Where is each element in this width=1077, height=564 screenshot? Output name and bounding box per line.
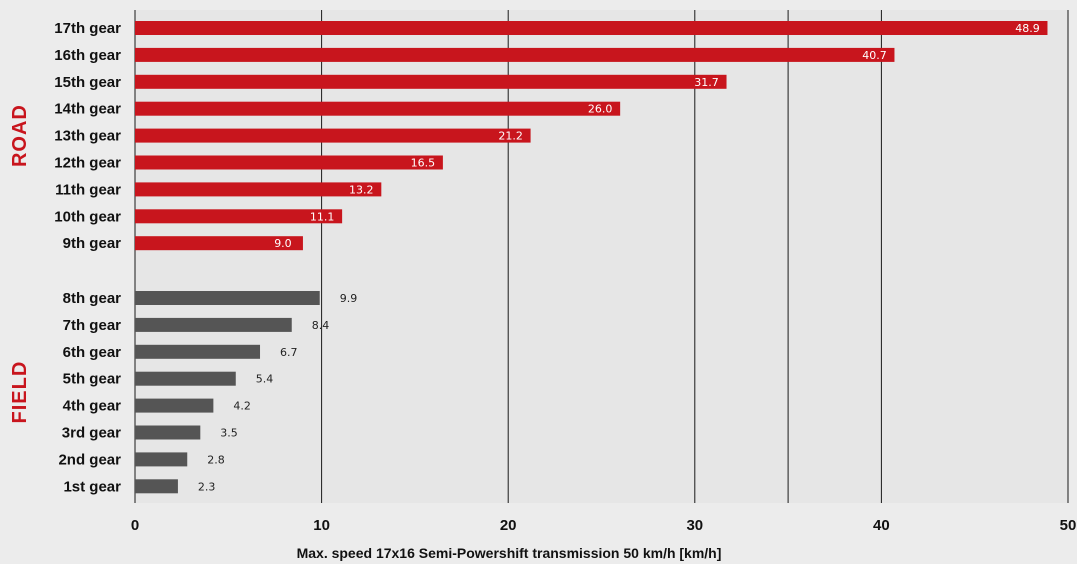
group-label: FIELD [9, 361, 31, 424]
group-label: ROAD [9, 104, 31, 167]
data-label: 16.5 [411, 157, 436, 170]
data-label: 48.9 [1015, 22, 1040, 35]
x-tick-label: 10 [313, 517, 330, 534]
category-label: 8th gear [63, 290, 122, 307]
data-label: 2.3 [198, 480, 216, 493]
category-label: 2nd gear [58, 451, 121, 468]
x-tick-labels: 0 10 20 30 40 50 [131, 517, 1077, 534]
category-label: 3rd gear [62, 425, 121, 442]
data-label: 9.9 [340, 292, 358, 305]
bar [135, 317, 292, 332]
category-label: 17th gear [54, 20, 121, 37]
category-label: 16th gear [54, 47, 121, 64]
category-label: 6th gear [63, 344, 122, 361]
x-tick-label: 50 [1060, 517, 1077, 534]
data-label: 4.2 [233, 400, 251, 413]
bar [135, 101, 621, 116]
value-labels: 48.9 40.7 31.7 26.0 21.2 16.5 13.2 11.1 9.0 9.9 8.… [198, 22, 1040, 493]
category-label: 13th gear [54, 128, 121, 145]
bar [135, 182, 382, 197]
bar [135, 236, 303, 251]
data-label: 6.7 [280, 346, 298, 359]
data-label: 31.7 [694, 76, 719, 89]
x-tick-label: 20 [500, 517, 517, 534]
category-label: 10th gear [54, 208, 121, 225]
bar [135, 155, 443, 170]
bar [135, 371, 236, 386]
bar [135, 209, 343, 224]
data-label: 9.0 [274, 237, 292, 250]
bar [135, 479, 178, 494]
bar [135, 47, 895, 62]
data-label: 5.4 [256, 373, 274, 386]
x-axis-label: Max. speed 17x16 Semi-Powershift transmi… [297, 545, 722, 561]
data-label: 3.5 [220, 427, 238, 440]
data-label: 11.1 [310, 210, 335, 223]
category-label: 1st gear [63, 478, 121, 495]
category-label: 14th gear [54, 101, 121, 118]
bar [135, 291, 320, 305]
bar [135, 344, 261, 359]
bar [135, 128, 531, 143]
bars [135, 21, 1048, 494]
data-label: 8.4 [312, 319, 330, 332]
bar [135, 452, 188, 467]
category-label: 5th gear [63, 371, 122, 388]
bar [135, 74, 727, 89]
data-label: 40.7 [862, 49, 887, 62]
bar [135, 21, 1048, 35]
x-tick-label: 0 [131, 517, 139, 534]
category-label: 9th gear [63, 235, 122, 252]
x-tick-label: 30 [686, 517, 703, 534]
data-label: 2.8 [207, 453, 225, 466]
plot-area [135, 10, 1068, 503]
category-label: 11th gear [55, 181, 121, 198]
category-label: 4th gear [63, 398, 122, 415]
category-labels: 17th gear 16th gear 15th gear 14th gear 13th… [54, 20, 121, 495]
bar [135, 398, 214, 413]
category-label: 12th gear [54, 155, 121, 172]
x-tick-label: 40 [873, 517, 890, 534]
gridlines [134, 10, 1069, 503]
data-label: 26.0 [588, 103, 613, 116]
data-label: 13.2 [349, 183, 374, 196]
group-labels: ROAD FIELD [9, 104, 31, 423]
category-label: 7th gear [63, 317, 122, 334]
data-label: 21.2 [498, 130, 523, 143]
category-label: 15th gear [54, 74, 121, 91]
bar [135, 425, 201, 440]
